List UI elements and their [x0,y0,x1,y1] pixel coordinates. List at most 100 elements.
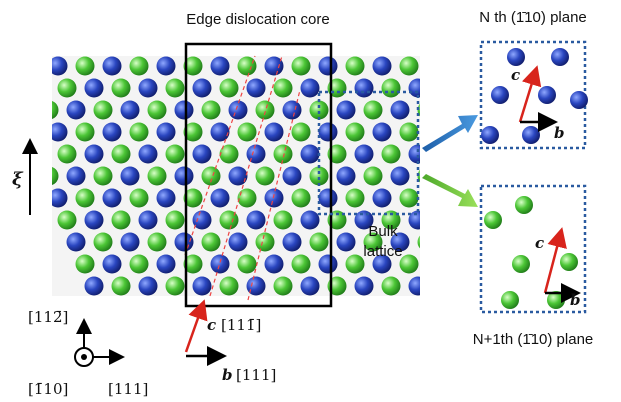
atom [354,78,374,98]
atom [264,254,284,274]
atom [408,78,420,98]
atom [570,91,588,109]
atom [75,254,95,274]
atom [174,166,194,186]
atom [121,299,140,318]
atom [52,166,59,186]
atom [237,56,257,76]
atom [219,276,239,296]
atom [264,122,284,142]
c-vector [184,299,208,353]
atom [229,299,248,318]
atom [183,56,203,76]
atom [499,167,518,186]
atom [282,232,302,252]
atom [156,254,176,274]
bulk-label: Bulk [368,223,398,240]
atom [210,188,230,208]
atom [463,277,482,296]
atom [57,144,77,164]
atom [454,255,473,274]
atom [363,166,383,186]
atom [551,48,569,66]
atom [111,210,131,230]
title: Edge dislocation core [186,11,329,28]
atom [291,122,311,142]
c-arrow [543,227,567,294]
atom [228,100,248,120]
atom [436,145,455,164]
atom [255,100,275,120]
atom [183,122,203,142]
atom [417,103,420,117]
atom [264,56,284,76]
atom [219,144,239,164]
atom [75,56,95,76]
atom [291,188,311,208]
atom [345,254,365,274]
atom [52,56,68,76]
atom [445,167,464,186]
atom [102,254,122,274]
atom [291,56,311,76]
atom [66,166,86,186]
atom [84,78,104,98]
atom [246,78,266,98]
atom [309,100,329,120]
atom [381,78,401,98]
atom [148,299,167,318]
axis-label: [112̄] [28,308,68,326]
atom [318,122,338,142]
atom [436,79,455,98]
atom [364,299,383,318]
dashed-plane [247,89,301,301]
atom [246,210,266,230]
atom [515,196,533,214]
atom [390,166,410,186]
atom [507,48,525,66]
atom [547,291,565,309]
atom [102,122,122,142]
atom [237,254,257,274]
atom [147,166,167,186]
atom [129,122,149,142]
atom [129,188,149,208]
bulk-label: lattice [363,243,402,260]
atom [84,210,104,230]
atom [237,122,257,142]
axis-label: [1̄10] [28,380,68,398]
atom [219,78,239,98]
atom [345,188,365,208]
atom [129,254,149,274]
atom [372,254,392,274]
atom [84,276,104,296]
atom [31,79,50,98]
atom [463,79,482,98]
atom [138,144,158,164]
atom [273,144,293,164]
inset-title: N th (1̄10) plane [479,9,587,26]
atom [120,232,140,252]
inset-atoms [481,48,588,309]
atom-lattice [22,56,518,318]
atom [399,188,419,208]
atom [183,188,203,208]
atom [22,123,41,142]
atom [345,56,365,76]
atom [228,166,248,186]
atom [283,299,302,318]
atom [66,100,86,120]
atom [372,188,392,208]
c-arrow [518,65,542,123]
atom [436,211,455,230]
atom [427,255,446,274]
atom [390,232,410,252]
atom [52,122,68,142]
atom [31,145,50,164]
atom [463,145,482,164]
atom [174,232,194,252]
atom [210,122,230,142]
atom [138,276,158,296]
atom [192,78,212,98]
